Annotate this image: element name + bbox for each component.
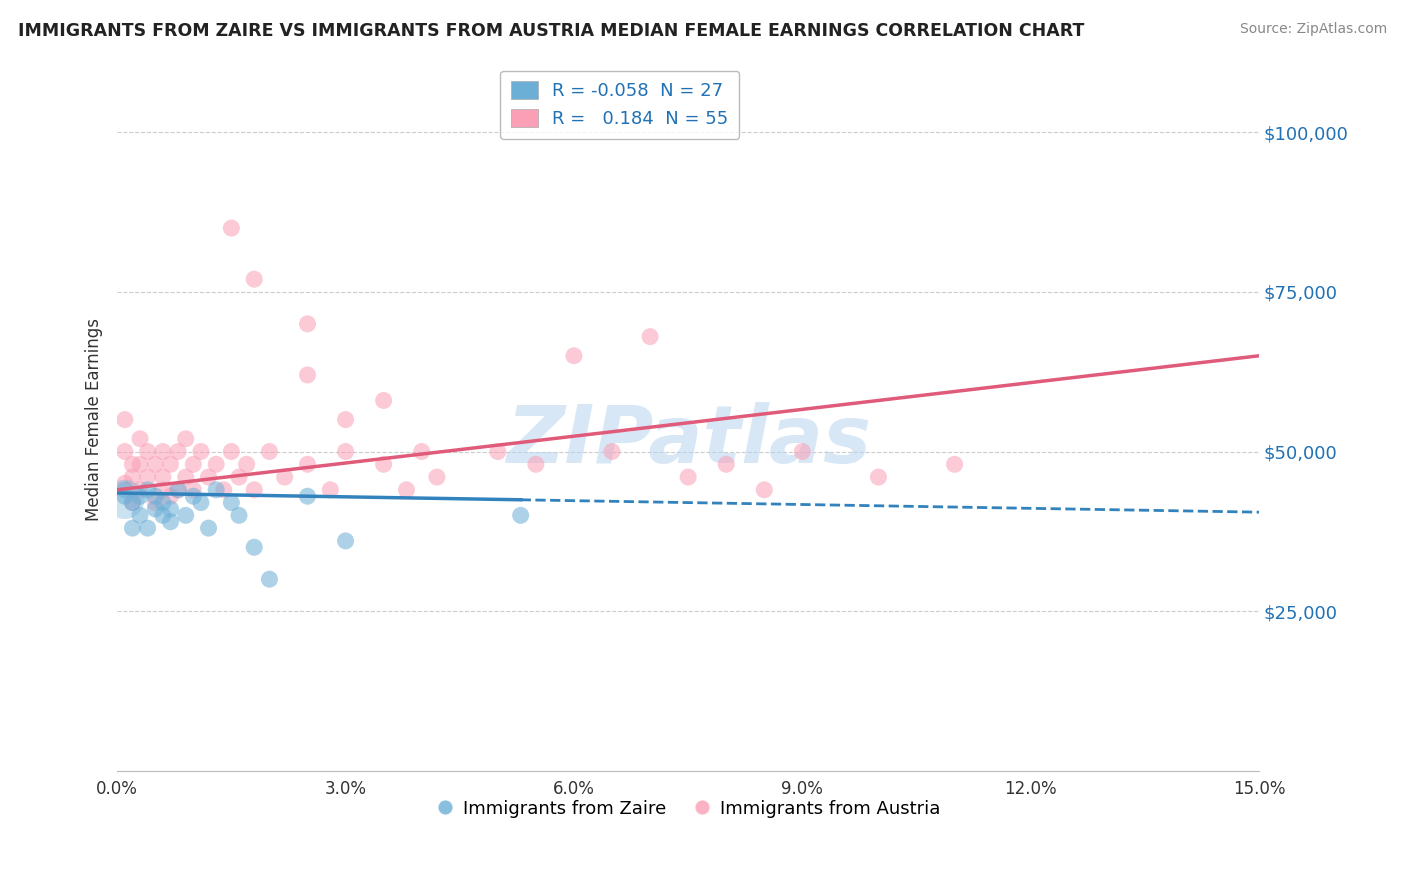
Point bbox=[335, 444, 357, 458]
Point bbox=[243, 272, 266, 286]
Point bbox=[159, 489, 181, 503]
Point bbox=[395, 483, 418, 497]
Point bbox=[129, 508, 152, 523]
Point bbox=[136, 483, 159, 497]
Point bbox=[167, 444, 190, 458]
Point bbox=[174, 508, 197, 523]
Point bbox=[243, 483, 266, 497]
Point bbox=[943, 458, 966, 472]
Point bbox=[228, 508, 250, 523]
Point bbox=[152, 470, 174, 484]
Point bbox=[486, 444, 509, 458]
Point bbox=[297, 368, 319, 382]
Point bbox=[159, 515, 181, 529]
Text: ZIPatlas: ZIPatlas bbox=[506, 401, 870, 480]
Point bbox=[136, 470, 159, 484]
Point bbox=[167, 483, 190, 497]
Point bbox=[121, 495, 143, 509]
Point bbox=[136, 521, 159, 535]
Point bbox=[114, 483, 136, 497]
Point bbox=[754, 483, 776, 497]
Point bbox=[716, 458, 738, 472]
Point bbox=[190, 495, 212, 509]
Point bbox=[121, 458, 143, 472]
Point bbox=[373, 458, 395, 472]
Point bbox=[205, 458, 228, 472]
Point bbox=[524, 458, 547, 472]
Point bbox=[143, 489, 166, 503]
Point bbox=[221, 495, 243, 509]
Point bbox=[121, 521, 143, 535]
Point bbox=[638, 329, 661, 343]
Point bbox=[167, 483, 190, 497]
Point bbox=[273, 470, 295, 484]
Point bbox=[174, 470, 197, 484]
Text: IMMIGRANTS FROM ZAIRE VS IMMIGRANTS FROM AUSTRIA MEDIAN FEMALE EARNINGS CORRELAT: IMMIGRANTS FROM ZAIRE VS IMMIGRANTS FROM… bbox=[18, 22, 1084, 40]
Point bbox=[562, 349, 585, 363]
Point bbox=[335, 412, 357, 426]
Point bbox=[235, 458, 257, 472]
Point bbox=[221, 221, 243, 235]
Text: Source: ZipAtlas.com: Source: ZipAtlas.com bbox=[1240, 22, 1388, 37]
Point bbox=[792, 444, 814, 458]
Point bbox=[181, 489, 204, 503]
Point bbox=[114, 444, 136, 458]
Point bbox=[152, 495, 174, 509]
Point bbox=[212, 483, 235, 497]
Point bbox=[297, 458, 319, 472]
Point bbox=[121, 495, 143, 509]
Point bbox=[205, 483, 228, 497]
Point bbox=[509, 508, 531, 523]
Point bbox=[181, 458, 204, 472]
Point bbox=[297, 317, 319, 331]
Point bbox=[143, 502, 166, 516]
Point bbox=[152, 508, 174, 523]
Point bbox=[600, 444, 623, 458]
Point bbox=[143, 495, 166, 509]
Point bbox=[335, 533, 357, 548]
Point bbox=[259, 572, 281, 586]
Point bbox=[152, 483, 174, 497]
Point bbox=[319, 483, 342, 497]
Point bbox=[129, 483, 152, 497]
Point bbox=[174, 432, 197, 446]
Point bbox=[114, 476, 136, 491]
Legend: Immigrants from Zaire, Immigrants from Austria: Immigrants from Zaire, Immigrants from A… bbox=[429, 792, 948, 825]
Point bbox=[228, 470, 250, 484]
Point bbox=[676, 470, 699, 484]
Point bbox=[221, 444, 243, 458]
Point bbox=[136, 444, 159, 458]
Point bbox=[411, 444, 433, 458]
Point bbox=[114, 492, 136, 507]
Point bbox=[114, 412, 136, 426]
Point bbox=[197, 470, 219, 484]
Point bbox=[121, 470, 143, 484]
Point bbox=[297, 489, 319, 503]
Point bbox=[259, 444, 281, 458]
Point bbox=[426, 470, 449, 484]
Point bbox=[243, 541, 266, 555]
Point bbox=[159, 458, 181, 472]
Point bbox=[159, 502, 181, 516]
Point bbox=[190, 444, 212, 458]
Point bbox=[129, 432, 152, 446]
Point bbox=[868, 470, 890, 484]
Point bbox=[373, 393, 395, 408]
Point bbox=[152, 444, 174, 458]
Point bbox=[129, 458, 152, 472]
Point bbox=[114, 489, 136, 503]
Point bbox=[181, 483, 204, 497]
Point bbox=[129, 489, 152, 503]
Point bbox=[197, 521, 219, 535]
Point bbox=[143, 458, 166, 472]
Y-axis label: Median Female Earnings: Median Female Earnings bbox=[86, 318, 103, 521]
